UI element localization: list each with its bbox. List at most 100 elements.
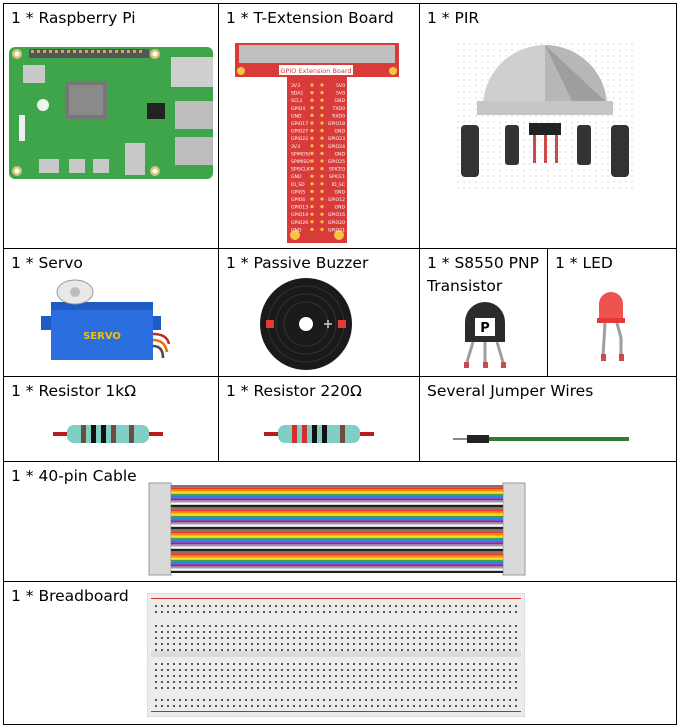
breadboard-hole	[155, 663, 157, 665]
breadboard-hole	[335, 611, 337, 613]
pin-hole	[320, 151, 324, 155]
breadboard-hole	[461, 687, 463, 689]
pin-label-right: GPIO18	[328, 121, 345, 127]
breadboard-hole	[353, 681, 355, 683]
label-transistor-line1: 1 * S8550 PNP	[427, 254, 539, 272]
breadboard-hole	[323, 605, 325, 607]
pin-hole	[310, 106, 314, 110]
breadboard-hole	[335, 663, 337, 665]
breadboard-hole	[335, 605, 337, 607]
breadboard-hole	[305, 611, 307, 613]
ribbon-stripe	[171, 526, 503, 529]
breadboard-hole	[221, 663, 223, 665]
breadboard-hole	[227, 611, 229, 613]
breadboard-hole	[437, 637, 439, 639]
breadboard-hole	[179, 669, 181, 671]
breadboard-hole	[503, 663, 505, 665]
breadboard-hole	[335, 637, 337, 639]
breadboard-hole	[209, 649, 211, 651]
breadboard-hole	[245, 699, 247, 701]
breadboard-hole	[341, 669, 343, 671]
breadboard-hole	[311, 675, 313, 677]
breadboard-hole	[359, 669, 361, 671]
breadboard-hole	[419, 699, 421, 701]
breadboard-hole	[503, 675, 505, 677]
breadboard-hole	[191, 631, 193, 633]
breadboard-hole	[347, 675, 349, 677]
breadboard-hole	[455, 699, 457, 701]
breadboard-hole	[509, 699, 511, 701]
breadboard-hole	[329, 649, 331, 651]
breadboard-hole	[173, 649, 175, 651]
breadboard-hole	[287, 663, 289, 665]
breadboard-hole	[179, 605, 181, 607]
pin-label-right: GND	[334, 129, 345, 135]
breadboard-hole	[167, 681, 169, 683]
breadboard-hole	[509, 687, 511, 689]
breadboard-hole	[203, 643, 205, 645]
breadboard-hole	[323, 649, 325, 651]
pin-hole	[320, 121, 324, 125]
breadboard-hole	[365, 663, 367, 665]
breadboard-hole	[161, 699, 163, 701]
breadboard-hole	[317, 687, 319, 689]
breadboard-hole	[221, 699, 223, 701]
breadboard-hole	[311, 687, 313, 689]
ribbon-stripe	[171, 546, 503, 549]
breadboard-hole	[251, 669, 253, 671]
breadboard-hole	[287, 705, 289, 707]
breadboard-hole	[209, 663, 211, 665]
breadboard-hole	[431, 625, 433, 627]
ribbon-stripe	[171, 559, 503, 562]
breadboard-hole	[383, 663, 385, 665]
breadboard-hole	[503, 605, 505, 607]
breadboard-hole	[275, 705, 277, 707]
breadboard-hole	[335, 631, 337, 633]
breadboard-hole	[251, 681, 253, 683]
breadboard-hole	[395, 663, 397, 665]
breadboard-hole	[455, 675, 457, 677]
breadboard-hole	[269, 675, 271, 677]
grid-line	[3, 724, 677, 725]
pin-hole	[310, 205, 314, 209]
breadboard-hole	[155, 649, 157, 651]
pin-hole	[310, 189, 314, 193]
breadboard-hole	[197, 669, 199, 671]
breadboard-hole	[263, 663, 265, 665]
ribbon-stripe	[171, 529, 503, 532]
breadboard-hole	[191, 625, 193, 627]
breadboard-hole	[269, 637, 271, 639]
breadboard-hole	[485, 637, 487, 639]
breadboard-hole	[485, 611, 487, 613]
pin-label-left: SPIMOSI	[291, 151, 310, 157]
breadboard-hole	[395, 605, 397, 607]
pin-label-right: ID_SC	[332, 182, 345, 188]
breadboard-hole	[467, 675, 469, 677]
breadboard-hole	[437, 669, 439, 671]
breadboard-hole	[275, 605, 277, 607]
breadboard-hole	[197, 663, 199, 665]
breadboard-hole	[215, 663, 217, 665]
breadboard-hole	[413, 605, 415, 607]
label-led: 1 * LED	[555, 254, 613, 272]
pin-label-right: GPIO12	[328, 197, 345, 203]
breadboard-hole	[491, 675, 493, 677]
breadboard-hole	[269, 699, 271, 701]
breadboard-hole	[335, 643, 337, 645]
breadboard-hole	[335, 699, 337, 701]
breadboard-hole	[467, 687, 469, 689]
pin-hole	[310, 136, 314, 140]
breadboard-hole	[461, 705, 463, 707]
breadboard-hole	[389, 631, 391, 633]
breadboard-hole	[377, 643, 379, 645]
breadboard-hole	[503, 637, 505, 639]
breadboard-hole	[491, 605, 493, 607]
breadboard-hole	[323, 675, 325, 677]
breadboard-hole	[251, 649, 253, 651]
breadboard-hole	[245, 675, 247, 677]
breadboard-hole	[263, 681, 265, 683]
grid-line	[547, 248, 548, 377]
breadboard-hole	[347, 681, 349, 683]
pin-hole	[320, 106, 324, 110]
pin-label-right: GND	[334, 98, 345, 104]
